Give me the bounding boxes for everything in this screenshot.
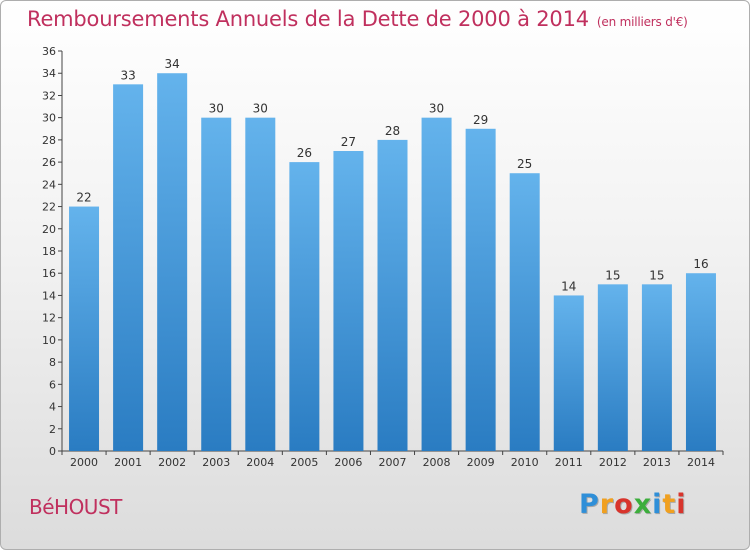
bar-2004	[245, 117, 276, 452]
y-tick-label: 14	[42, 289, 56, 302]
bar-2009	[465, 128, 496, 451]
bar-2005	[289, 162, 320, 451]
bar-2006	[333, 151, 364, 451]
bar-2000	[69, 206, 100, 451]
bar-2012	[597, 284, 628, 451]
chart-title: Remboursements Annuels de la Dette de 20…	[27, 7, 688, 31]
logo-letter: i	[652, 489, 663, 520]
y-tick-label: 6	[49, 378, 56, 391]
bar-2014	[685, 273, 716, 451]
y-tick-label: 4	[49, 401, 56, 414]
y-tick-label: 12	[42, 312, 56, 325]
data-label-2005: 26	[297, 146, 312, 160]
logo-letter: i	[676, 489, 687, 520]
y-tick-label: 24	[42, 178, 56, 191]
data-label-2013: 15	[649, 268, 664, 282]
x-tick-label: 2010	[511, 456, 539, 469]
x-tick-label: 2002	[158, 456, 186, 469]
x-tick-label: 2003	[202, 456, 230, 469]
bar-2011	[553, 295, 584, 451]
chart-bars	[69, 73, 716, 452]
logo-letter: x	[633, 489, 653, 520]
y-tick-label: 18	[42, 245, 56, 258]
y-tick-label: 30	[42, 112, 56, 125]
logo-letter: o	[614, 489, 634, 520]
bar-2002	[157, 73, 188, 451]
commune-name: BéHOUST	[29, 495, 122, 519]
y-tick-label: 34	[42, 67, 56, 80]
logo-letter: r	[599, 489, 615, 520]
y-tick-label: 16	[42, 267, 56, 280]
y-tick-label: 8	[49, 356, 56, 369]
y-tick-label: 32	[42, 89, 56, 102]
data-label-2009: 29	[473, 113, 488, 127]
data-label-2001: 33	[120, 68, 135, 82]
data-label-2006: 27	[341, 135, 356, 149]
data-label-2007: 28	[385, 124, 400, 138]
bar-2003	[201, 117, 232, 452]
x-tick-label: 2013	[643, 456, 671, 469]
bar-2013	[641, 284, 672, 451]
x-tick-label: 2009	[467, 456, 495, 469]
x-tick-label: 2008	[423, 456, 451, 469]
data-label-2014: 16	[693, 257, 708, 271]
y-tick-label: 36	[42, 45, 56, 58]
chart-data-labels: 22 33 34 30 30 26 27 28 30 29 25 14 15 15 16	[76, 57, 708, 293]
bar-2008	[421, 117, 452, 452]
data-label-2002: 34	[165, 57, 180, 71]
x-tick-label: 2012	[599, 456, 627, 469]
data-label-2003: 30	[209, 102, 224, 116]
bar-2007	[377, 139, 408, 451]
y-tick-label: 0	[49, 445, 56, 458]
data-label-2008: 30	[429, 102, 444, 116]
bar-2010	[509, 173, 540, 451]
x-tick-label: 2006	[334, 456, 362, 469]
y-tick-label: 26	[42, 156, 56, 169]
x-tick-label: 2007	[379, 456, 407, 469]
y-tick-label: 28	[42, 134, 56, 147]
logo-letter: t	[662, 489, 677, 520]
x-tick-label: 2001	[114, 456, 142, 469]
y-tick-label: 22	[42, 201, 56, 214]
bar-2001	[113, 84, 144, 451]
logo-letter: P	[579, 489, 600, 520]
x-tick-label: 2005	[290, 456, 318, 469]
chart-title-text: Remboursements Annuels de la Dette de 20…	[27, 7, 589, 31]
y-tick-label: 2	[49, 423, 56, 436]
data-label-2004: 30	[253, 102, 268, 116]
x-tick-label: 2014	[687, 456, 715, 469]
y-tick-label: 10	[42, 334, 56, 347]
x-tick-label: 2000	[70, 456, 98, 469]
proxiti-logo: Proxiti	[579, 489, 687, 520]
data-label-2011: 14	[561, 279, 576, 293]
data-label-2000: 22	[76, 191, 91, 205]
y-tick-label: 20	[42, 223, 56, 236]
chart-unit: (en milliers d'€)	[596, 15, 688, 29]
data-label-2010: 25	[517, 157, 532, 171]
x-tick-label: 2004	[246, 456, 274, 469]
x-tick-label: 2011	[555, 456, 583, 469]
data-label-2012: 15	[605, 268, 620, 282]
